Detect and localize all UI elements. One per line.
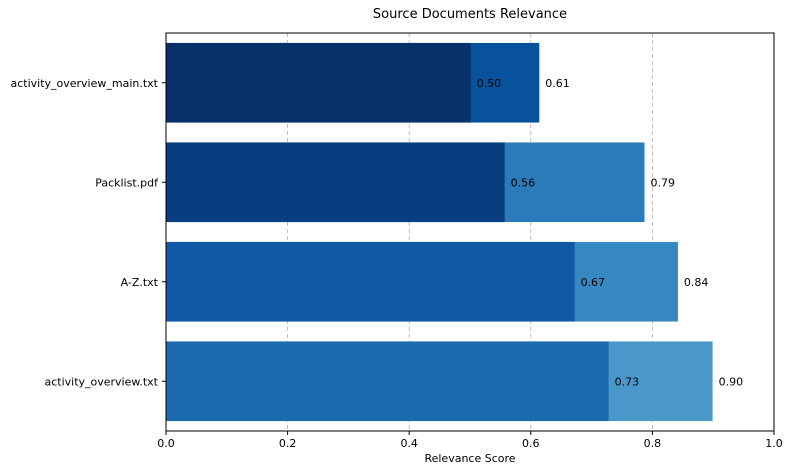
data-label: 0.61 bbox=[545, 77, 570, 90]
x-tick-label: 0.2 bbox=[279, 437, 297, 450]
x-tick-label: 1.0 bbox=[765, 437, 783, 450]
x-tick-label: 0.6 bbox=[522, 437, 540, 450]
data-label: 0.67 bbox=[581, 276, 606, 289]
y-tick-label: activity_overview_main.txt bbox=[10, 77, 158, 90]
x-axis-label: Relevance Score bbox=[424, 452, 515, 465]
y-axis-ticks: activity_overview_main.txt Packlist.pdf A-… bbox=[10, 77, 166, 388]
y-tick-label: A-Z.txt bbox=[121, 276, 159, 289]
data-label: 0.79 bbox=[650, 176, 675, 189]
bar bbox=[166, 241, 575, 322]
x-tick-label: 0.4 bbox=[400, 437, 418, 450]
x-tick-label: 0.8 bbox=[644, 437, 662, 450]
chart-title: Source Documents Relevance bbox=[373, 7, 567, 22]
bar bbox=[166, 142, 505, 223]
data-label: 0.73 bbox=[615, 375, 640, 388]
y-tick-label: Packlist.pdf bbox=[95, 176, 159, 189]
bars bbox=[166, 42, 713, 422]
data-label: 0.90 bbox=[719, 375, 744, 388]
bar bbox=[166, 341, 609, 422]
plot-frame bbox=[165, 32, 775, 432]
data-label: 0.56 bbox=[511, 176, 536, 189]
x-tick-label: 0.0 bbox=[157, 437, 175, 450]
data-label: 0.84 bbox=[684, 276, 709, 289]
y-tick-label: activity_overview.txt bbox=[44, 375, 158, 388]
bar bbox=[166, 42, 471, 123]
data-label: 0.50 bbox=[477, 77, 502, 90]
data-labels: 0.61 0.50 0.79 0.56 0.84 0.67 0.90 0.73 bbox=[477, 77, 743, 389]
x-axis-ticks: 0.0 0.2 0.4 0.6 0.8 1.0 bbox=[157, 431, 783, 450]
